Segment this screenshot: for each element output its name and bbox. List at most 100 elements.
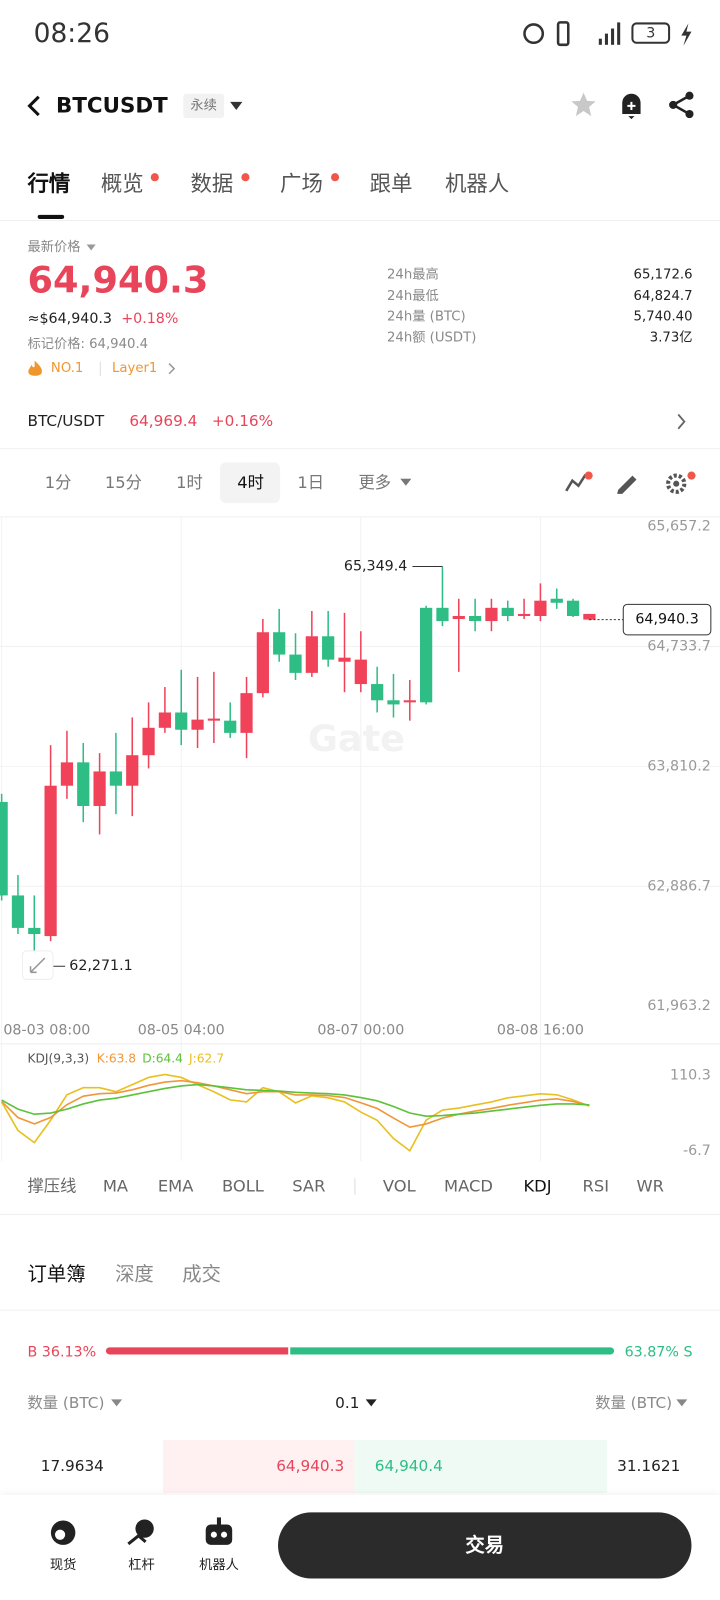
margin-icon[interactable] <box>125 1517 158 1548</box>
ask-price: 64,940.4 <box>374 1456 443 1476</box>
tab[interactable]: 数据 <box>190 171 234 197</box>
interval[interactable]: 1时 <box>176 472 203 492</box>
interval[interactable]: 15分 <box>104 472 142 492</box>
indicator-line <box>1 1079 590 1129</box>
badge-dot <box>241 173 250 182</box>
clock: 08:26 <box>33 18 110 49</box>
fire-icon <box>28 360 42 376</box>
candle-body <box>583 613 596 620</box>
stat-value: 64,824.7 <box>633 288 693 304</box>
orderbook-tab-active[interactable]: 订单簿 <box>27 1263 86 1286</box>
candle-body <box>534 600 547 617</box>
dropdown-icon[interactable] <box>365 1399 377 1407</box>
divider <box>0 448 720 450</box>
interval[interactable]: 1分 <box>44 472 72 492</box>
indicator[interactable]: SAR <box>292 1176 326 1196</box>
back-button[interactable] <box>24 94 44 118</box>
rank-tag[interactable]: NO.1 <box>50 361 84 377</box>
candle-body <box>109 771 123 786</box>
indicator[interactable]: VOL <box>382 1176 416 1196</box>
candle-body <box>550 598 563 603</box>
badge-dot <box>330 173 340 182</box>
watermark: Gate <box>308 717 405 760</box>
interval[interactable]: 1日 <box>297 472 325 492</box>
alarm-icon <box>523 23 545 45</box>
candle-body <box>207 718 220 721</box>
bot-icon[interactable] <box>203 1515 236 1548</box>
nav-label[interactable]: 杠杆 <box>128 1557 155 1573</box>
y-tick-label: 61,963.2 <box>647 998 710 1014</box>
dropdown-icon[interactable] <box>111 1399 123 1407</box>
dropdown-icon[interactable] <box>229 101 243 111</box>
tab[interactable]: 跟单 <box>369 171 413 197</box>
divider <box>0 1309 720 1311</box>
indicator[interactable]: BOLL <box>222 1176 264 1196</box>
indicator-line <box>0 1073 590 1153</box>
candle-body <box>158 712 172 728</box>
indicator[interactable]: MA <box>102 1176 129 1196</box>
trade-button[interactable] <box>278 1512 692 1579</box>
spot-change: +0.16% <box>211 411 274 431</box>
indicator[interactable]: MACD <box>444 1176 493 1196</box>
dropdown-icon <box>400 478 412 486</box>
draw-tool[interactable] <box>617 475 637 494</box>
favorite-icon[interactable] <box>571 92 596 117</box>
signal-icon <box>598 22 621 45</box>
tab[interactable]: 概览 <box>100 171 144 197</box>
candle-body <box>142 727 155 756</box>
indicator[interactable]: RSI <box>582 1176 610 1196</box>
sector-tag[interactable]: Layer1 <box>112 361 158 377</box>
candle-body <box>175 712 188 730</box>
nav-label[interactable]: 机器人 <box>199 1557 239 1573</box>
indicator-active[interactable]: KDJ <box>523 1176 552 1196</box>
chevron[interactable] <box>676 413 686 430</box>
candle-body <box>468 616 482 622</box>
candle-body <box>44 785 57 937</box>
candle-body <box>338 657 351 662</box>
indicator-line <box>1 1083 590 1117</box>
spot-icon[interactable] <box>47 1517 80 1548</box>
interval-active[interactable]: 4时 <box>237 472 264 492</box>
indicator-tool[interactable] <box>565 473 587 492</box>
candlestick-chart: 08-03 08:00 08-05 04:00 08-07 00:00 08-08 1… <box>0 517 720 1161</box>
tab-active[interactable]: 行情 <box>27 171 71 197</box>
orderbook-tab[interactable]: 深度 <box>115 1263 154 1286</box>
interval-more[interactable]: 更多 <box>358 472 392 492</box>
indicator[interactable]: 撑压线 <box>27 1176 77 1196</box>
settings-tool[interactable] <box>666 473 687 494</box>
last-price-tag <box>622 603 712 636</box>
tab[interactable]: 广场 <box>280 171 323 197</box>
buy-ratio-label: B 36.13% <box>27 1344 97 1361</box>
share-icon[interactable] <box>669 91 694 119</box>
mark-price: 标记价格: 64,940.4 <box>27 336 149 352</box>
indicator[interactable]: WR <box>636 1176 664 1196</box>
tab[interactable]: 机器人 <box>445 171 510 197</box>
trade-button-label[interactable]: 交易 <box>465 1534 505 1557</box>
chart-tools <box>565 471 696 494</box>
dropdown-icon[interactable] <box>676 1399 688 1407</box>
buy-ratio-bar <box>105 1347 289 1355</box>
last-price-label: 64,940.3 <box>635 612 698 628</box>
nav-label[interactable]: 现货 <box>49 1557 77 1573</box>
y-tick-label: 64,733.7 <box>647 638 710 654</box>
header-actions <box>571 91 694 120</box>
orderbook-tab[interactable]: 成交 <box>182 1263 222 1286</box>
vibrate-icon <box>556 21 570 47</box>
stat-label: 24h最高 <box>386 267 439 283</box>
stat-label: 24h最低 <box>386 288 439 304</box>
y-tick-label: 65,657.2 <box>647 519 710 535</box>
precision[interactable]: 0.1 <box>335 1393 360 1413</box>
candle-body <box>256 632 269 694</box>
candle-body <box>93 771 106 806</box>
x-tick-label: 08-07 00:00 <box>317 1023 404 1039</box>
dropdown-icon[interactable] <box>86 244 96 251</box>
spot-pair[interactable]: BTC/USDT <box>27 411 105 431</box>
chevron <box>168 363 176 375</box>
stat-label: 24h额 (USDT) <box>386 330 477 346</box>
indicator[interactable]: EMA <box>157 1176 194 1196</box>
column-header: 数量 (BTC) <box>27 1393 105 1413</box>
candle-body <box>517 613 531 617</box>
candle-body <box>387 700 400 705</box>
